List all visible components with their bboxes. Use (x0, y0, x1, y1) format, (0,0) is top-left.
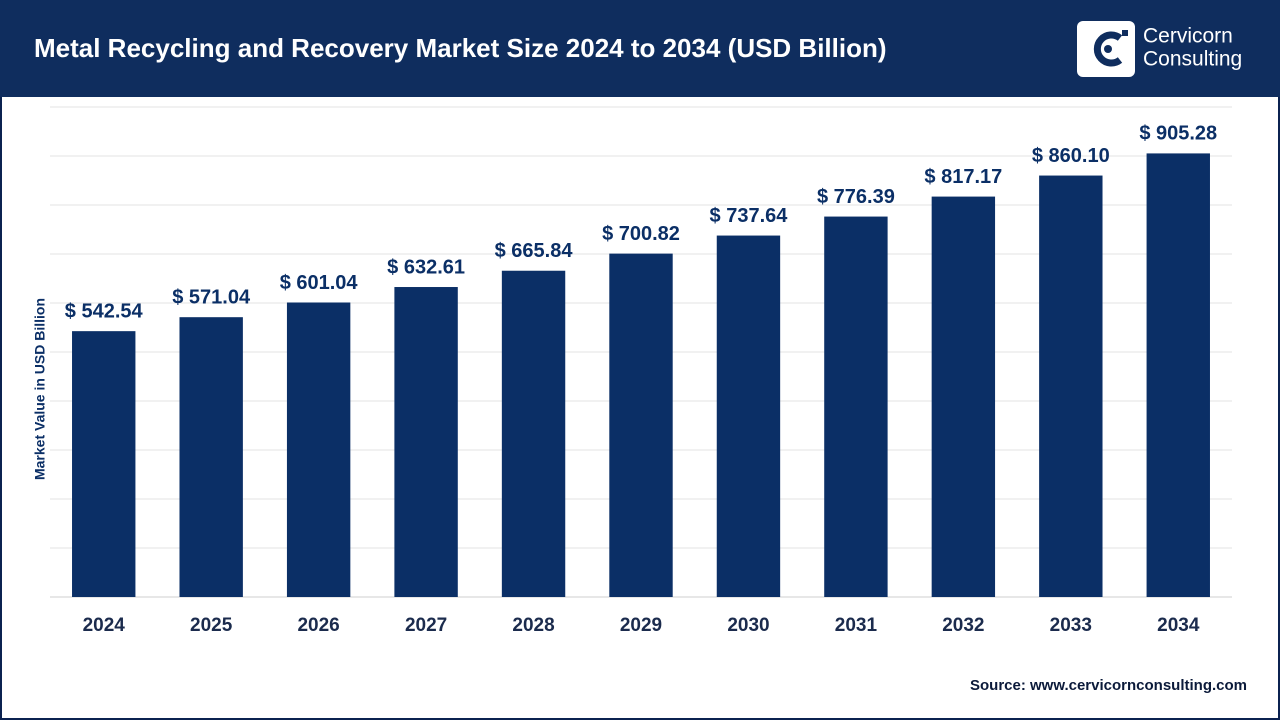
logo-square (1122, 30, 1128, 36)
value-label: $ 601.04 (280, 272, 359, 294)
logo: Cervicorn Consulting (1077, 21, 1242, 77)
bar (931, 196, 996, 597)
value-label: $ 905.28 (1139, 123, 1217, 145)
header-banner (0, 0, 1280, 97)
x-tick-label: 2027 (405, 615, 447, 636)
value-label: $ 632.61 (387, 256, 465, 278)
bar (286, 302, 351, 597)
bar (1146, 153, 1210, 598)
value-label: $ 860.10 (1032, 145, 1110, 167)
x-tick-label: 2026 (297, 615, 339, 636)
bar (72, 331, 136, 597)
x-tick-label: 2032 (942, 615, 984, 636)
x-tick-label: 2025 (190, 615, 233, 636)
brand-line: Cervicorn (1143, 25, 1233, 48)
value-label: $ 817.17 (924, 166, 1002, 188)
x-tick-label: 2030 (727, 615, 769, 636)
bar (394, 287, 458, 597)
bar (501, 270, 566, 597)
x-tick-label: 2028 (512, 615, 554, 636)
value-label: $ 665.84 (495, 240, 574, 262)
x-tick-label: 2033 (1050, 615, 1092, 636)
value-label: $ 571.04 (172, 286, 251, 308)
value-label: $ 737.64 (710, 205, 789, 227)
y-axis-label: Market Value in USD Billion (32, 298, 48, 480)
logo-dot (1104, 45, 1112, 53)
chart-title: Metal Recycling and Recovery Market Size… (34, 33, 887, 63)
x-tick-label: 2024 (83, 615, 126, 636)
brand-line: Consulting (1143, 48, 1242, 71)
value-label: $ 776.39 (817, 186, 895, 208)
logo-mark (1093, 31, 1123, 67)
value-label: $ 542.54 (65, 300, 144, 322)
bar (1039, 175, 1103, 597)
bar (179, 317, 243, 597)
x-tick-label: 2034 (1157, 615, 1200, 636)
bar (609, 253, 673, 597)
x-tick-label: 2029 (620, 615, 662, 636)
value-label: $ 700.82 (602, 223, 680, 245)
source: Source: www.cervicornconsulting.com (970, 677, 1247, 694)
bar (716, 235, 781, 597)
bar (824, 216, 888, 597)
x-tick-label: 2031 (835, 615, 878, 636)
